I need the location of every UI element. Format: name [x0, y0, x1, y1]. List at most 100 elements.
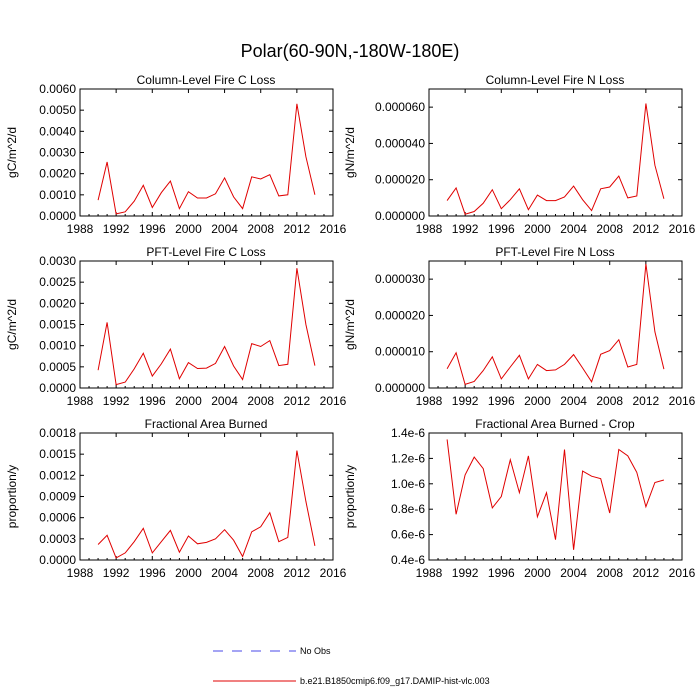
x-tick-label: 2004 — [211, 394, 238, 408]
y-tick-label: 0.0000 — [39, 209, 76, 223]
y-tick-label: 0.0009 — [39, 490, 76, 504]
x-tick-label: 2004 — [560, 222, 587, 236]
x-tick-label: 1996 — [139, 566, 166, 580]
y-tick-label: 0.0018 — [39, 426, 76, 440]
y-tick-label: 0.0060 — [39, 82, 76, 96]
series-line — [446, 439, 665, 550]
y-axis-label: gC/m^2/d — [5, 127, 19, 178]
x-tick-label: 2008 — [596, 566, 623, 580]
y-tick-label: 0.000020 — [375, 308, 425, 322]
x-tick-label: 1996 — [139, 222, 166, 236]
y-tick-label: 0.0012 — [39, 468, 76, 482]
series-line — [97, 268, 316, 386]
y-tick-label: 0.0000 — [39, 553, 76, 567]
y-tick-label: 0.6e-6 — [391, 528, 425, 542]
x-tick-label: 1996 — [488, 222, 515, 236]
x-tick-label: 2016 — [669, 222, 696, 236]
legend-no-obs-label: No Obs — [300, 646, 331, 656]
chart-panel-3: PFT-Level Fire C Loss 1988 1992 1996 2000 200… — [5, 245, 347, 408]
series-line — [97, 450, 316, 559]
panel-title: PFT-Level Fire C Loss — [146, 245, 265, 259]
y-tick-label: 1.4e-6 — [391, 426, 425, 440]
x-tick-label: 1988 — [416, 566, 443, 580]
y-tick-label: 0.8e-6 — [391, 502, 425, 516]
y-tick-label: 0.000040 — [375, 136, 425, 150]
x-tick-label: 2012 — [284, 566, 311, 580]
x-tick-label: 2000 — [175, 566, 202, 580]
x-tick-label: 1988 — [67, 394, 94, 408]
x-tick-label: 2008 — [247, 222, 274, 236]
y-axis-label: proportion/y — [5, 465, 19, 528]
figure-title: Polar(60-90N,-180W-180E) — [241, 41, 460, 61]
x-tick-label: 1992 — [452, 394, 479, 408]
x-tick-label: 1992 — [103, 394, 130, 408]
y-tick-label: 0.000020 — [375, 173, 425, 187]
y-tick-label: 0.000060 — [375, 100, 425, 114]
y-tick-label: 0.0025 — [39, 275, 76, 289]
x-tick-label: 2008 — [596, 222, 623, 236]
x-tick-label: 2008 — [247, 566, 274, 580]
x-tick-label: 2000 — [175, 222, 202, 236]
plot-frame — [79, 260, 334, 389]
y-tick-label: 0.000000 — [375, 209, 425, 223]
series-line — [97, 103, 316, 215]
y-tick-label: 0.0015 — [39, 318, 76, 332]
y-axis-label: proportion/y — [343, 465, 357, 528]
x-tick-label: 2000 — [524, 566, 551, 580]
panel-title: Column-Level Fire C Loss — [137, 73, 276, 87]
chart-panel-5: Fractional Area Burned 1988 1992 1996 2000 20… — [5, 417, 347, 580]
y-tick-label: 1.2e-6 — [391, 451, 425, 465]
y-tick-label: 0.0015 — [39, 447, 76, 461]
panel-title: Fractional Area Burned — [145, 417, 268, 431]
x-tick-label: 2012 — [633, 394, 660, 408]
panel-title: Fractional Area Burned - Crop — [475, 417, 635, 431]
series-line — [446, 263, 665, 386]
plot-frame — [79, 432, 334, 561]
chart-panel-2: Column-Level Fire N Loss 1988 1992 1996 2000… — [343, 73, 696, 236]
x-tick-label: 2004 — [211, 222, 238, 236]
y-tick-label: 0.0030 — [39, 254, 76, 268]
x-tick-label: 2012 — [284, 222, 311, 236]
x-tick-label: 2008 — [596, 394, 623, 408]
x-tick-label: 1996 — [488, 566, 515, 580]
y-tick-label: 0.000000 — [375, 381, 425, 395]
x-tick-label: 1992 — [452, 566, 479, 580]
panel-title: Column-Level Fire N Loss — [486, 73, 625, 87]
x-tick-label: 2012 — [633, 566, 660, 580]
y-tick-label: 0.0003 — [39, 532, 76, 546]
x-tick-label: 2004 — [211, 566, 238, 580]
legend-run-label: b.e21.B1850cmip6.f09_g17.DAMIP-hist-vlc.… — [300, 676, 490, 686]
chart-panel-4: PFT-Level Fire N Loss 1988 1992 1996 2000 200… — [343, 245, 696, 408]
x-tick-label: 1996 — [488, 394, 515, 408]
x-tick-label: 1988 — [416, 394, 443, 408]
legend: No Obs b.e21.B1850cmip6.f09_g17.DAMIP-hi… — [213, 646, 490, 686]
x-tick-label: 2016 — [320, 394, 347, 408]
x-tick-label: 1988 — [67, 566, 94, 580]
y-axis-label: gN/m^2/d — [343, 127, 357, 178]
y-tick-label: 0.000030 — [375, 272, 425, 286]
y-tick-label: 0.0006 — [39, 511, 76, 525]
series-line — [446, 103, 665, 215]
x-tick-label: 2000 — [175, 394, 202, 408]
plot-frame — [79, 88, 334, 217]
y-tick-label: 0.0010 — [39, 188, 76, 202]
x-tick-label: 1996 — [139, 394, 166, 408]
panel-title: PFT-Level Fire N Loss — [495, 245, 614, 259]
x-tick-label: 2012 — [284, 394, 311, 408]
x-tick-label: 2016 — [320, 566, 347, 580]
chart-panel-1: Column-Level Fire C Loss 1988 1992 1996 2000… — [5, 73, 347, 236]
y-axis-label: gC/m^2/d — [5, 299, 19, 350]
chart-panel-6: Fractional Area Burned - Crop 1988 1992 199… — [343, 417, 696, 580]
x-tick-label: 1992 — [452, 222, 479, 236]
x-tick-label: 2016 — [669, 566, 696, 580]
y-tick-label: 0.0005 — [39, 360, 76, 374]
x-tick-label: 2008 — [247, 394, 274, 408]
y-tick-label: 0.0020 — [39, 296, 76, 310]
y-tick-label: 0.4e-6 — [391, 553, 425, 567]
y-tick-label: 0.0010 — [39, 339, 76, 353]
plot-frame — [428, 432, 683, 561]
x-tick-label: 2004 — [560, 566, 587, 580]
y-axis-label: gN/m^2/d — [343, 299, 357, 350]
y-tick-label: 0.0050 — [39, 103, 76, 117]
